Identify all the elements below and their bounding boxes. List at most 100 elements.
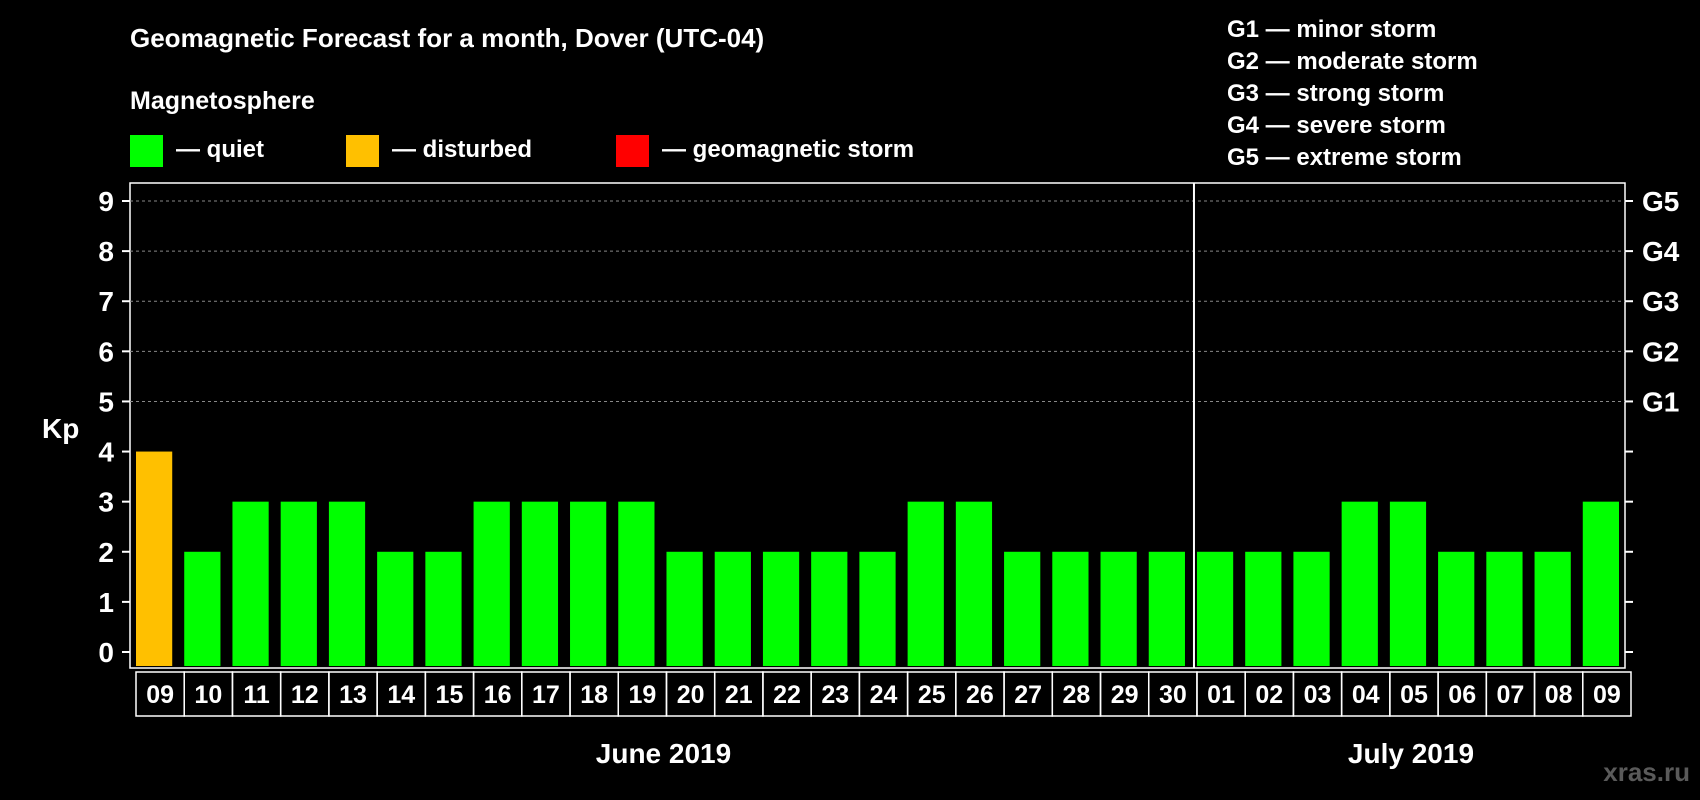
storm-level-legend: G1 — minor storm G2 — moderate storm G3 …	[1227, 16, 1478, 171]
storm-level-tick-label: G4	[1642, 236, 1680, 267]
day-label: 15	[436, 681, 464, 709]
day-label: 26	[966, 681, 994, 709]
kp-bar	[762, 551, 800, 666]
kp-bar	[280, 501, 317, 666]
day-label: 10	[194, 681, 222, 709]
day-label: 06	[1448, 681, 1476, 709]
kp-bar	[1534, 551, 1571, 666]
storm-level-tick-label: G5	[1642, 186, 1679, 217]
kp-bar	[1582, 501, 1619, 666]
kp-bar	[955, 501, 993, 666]
y-tick-label: 4	[98, 437, 114, 468]
kp-bar	[1052, 551, 1089, 666]
kp-bar	[377, 551, 414, 666]
storm-level-g3: G3 — strong storm	[1227, 80, 1444, 107]
kp-bar	[618, 501, 655, 666]
y-tick-label: 7	[98, 286, 114, 317]
kp-bar	[1100, 551, 1137, 666]
day-label: 27	[1014, 681, 1042, 709]
day-label: 04	[1352, 681, 1380, 709]
day-label: 18	[580, 681, 608, 709]
y-tick-label: 1	[98, 587, 114, 618]
status-legend: — quiet — disturbed — geomagnetic storm	[130, 135, 914, 167]
day-label: 11	[243, 681, 270, 709]
day-label: 02	[1255, 681, 1283, 709]
legend-swatch-quiet	[130, 135, 163, 167]
kp-bar	[1293, 551, 1330, 666]
kp-bar	[1245, 551, 1282, 666]
day-label: 28	[1062, 681, 1090, 709]
legend-swatch-disturbed	[346, 135, 379, 167]
watermark: xras.ru	[1603, 757, 1690, 787]
legend-label-quiet: — quiet	[176, 136, 264, 163]
day-label: 24	[870, 681, 898, 709]
day-label: 01	[1207, 681, 1235, 709]
kp-bar	[907, 501, 944, 666]
kp-bar	[811, 551, 848, 666]
day-label: 09	[1593, 681, 1621, 709]
kp-bar	[184, 551, 221, 666]
day-label: 29	[1111, 681, 1139, 709]
kp-bar	[570, 501, 607, 666]
kp-bar	[1438, 551, 1475, 666]
day-label: 16	[484, 681, 512, 709]
day-label: 25	[918, 681, 946, 709]
day-label: 03	[1304, 681, 1332, 709]
storm-level-tick-label: G3	[1642, 286, 1679, 317]
y-tick-label: 5	[98, 386, 114, 417]
storm-level-g4: G4 — severe storm	[1227, 112, 1446, 139]
kp-bar	[666, 551, 703, 666]
kp-bar	[1486, 551, 1523, 666]
storm-level-g1: G1 — minor storm	[1227, 16, 1436, 43]
day-label: 09	[146, 681, 174, 709]
y-tick-label: 0	[98, 637, 114, 668]
legend-swatch-storm	[616, 135, 649, 167]
day-label: 12	[291, 681, 319, 709]
y-tick-label: 8	[98, 236, 114, 267]
kp-bar	[136, 451, 173, 666]
kp-bar	[521, 501, 559, 666]
month-label: July 2019	[1348, 738, 1474, 769]
day-label: 30	[1159, 681, 1187, 709]
storm-level-tick-label: G1	[1642, 386, 1679, 417]
day-label-box	[1582, 671, 1632, 717]
kp-bar	[1341, 501, 1378, 666]
section-label: Magnetosphere	[130, 87, 315, 115]
day-label: 07	[1497, 681, 1525, 709]
y-tick-label: 6	[98, 336, 114, 367]
kp-bar	[425, 551, 462, 666]
kp-bar	[328, 501, 366, 666]
kp-bar	[473, 501, 510, 666]
y-tick-label: 2	[98, 537, 114, 568]
y-tick-label: 3	[98, 487, 114, 518]
kp-bar	[714, 551, 751, 666]
y-axis-label: Kp	[42, 413, 79, 444]
plot-frame	[129, 182, 1626, 669]
day-label: 14	[387, 681, 415, 709]
legend-label-disturbed: — disturbed	[392, 136, 532, 163]
kp-bar	[1196, 551, 1234, 666]
storm-level-g5: G5 — extreme storm	[1227, 144, 1462, 171]
kp-bar	[1004, 551, 1041, 666]
storm-level-g2: G2 — moderate storm	[1227, 48, 1478, 75]
month-label: June 2019	[596, 738, 731, 769]
legend-label-storm: — geomagnetic storm	[662, 136, 914, 163]
storm-level-tick-label: G2	[1642, 336, 1679, 367]
kp-bar	[232, 501, 269, 666]
day-label: 23	[821, 681, 849, 709]
day-label: 08	[1545, 681, 1573, 709]
kp-bar	[859, 551, 896, 666]
day-label: 21	[725, 681, 753, 709]
day-label: 17	[532, 681, 560, 709]
kp-bar	[1148, 551, 1185, 666]
chart-title: Geomagnetic Forecast for a month, Dover …	[130, 23, 764, 53]
kp-bar	[1389, 501, 1427, 666]
y-tick-label: 9	[98, 186, 114, 217]
day-label: 05	[1400, 681, 1428, 709]
day-label: 19	[628, 681, 656, 709]
day-label: 20	[677, 681, 705, 709]
day-label: 13	[339, 681, 367, 709]
day-label: 22	[773, 681, 801, 709]
